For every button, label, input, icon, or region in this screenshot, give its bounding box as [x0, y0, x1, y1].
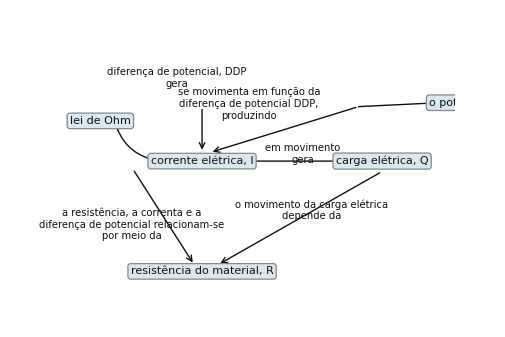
Text: o potencia: o potencia: [429, 98, 488, 108]
Text: diferença de potencial, DDP
gera: diferença de potencial, DDP gera: [107, 67, 246, 89]
FancyArrowPatch shape: [118, 129, 158, 161]
Text: corrente elétrica, I: corrente elétrica, I: [151, 156, 254, 166]
Text: se movimenta em função da
diferença de potencial DDP,
produzindo: se movimenta em função da diferença de p…: [178, 87, 320, 121]
Text: a resistência, a correnta e a
diferença de potencial relacionam-se
por meio da: a resistência, a correnta e a diferença …: [39, 208, 224, 241]
Text: lei de Ohm: lei de Ohm: [70, 116, 131, 126]
Text: o movimento da carga elétrica
depende da: o movimento da carga elétrica depende da: [235, 200, 388, 221]
Text: resistência do material, R: resistência do material, R: [131, 266, 273, 276]
Text: carga elétrica, Q: carga elétrica, Q: [336, 156, 428, 166]
Text: em movimento
gera: em movimento gera: [265, 143, 340, 165]
